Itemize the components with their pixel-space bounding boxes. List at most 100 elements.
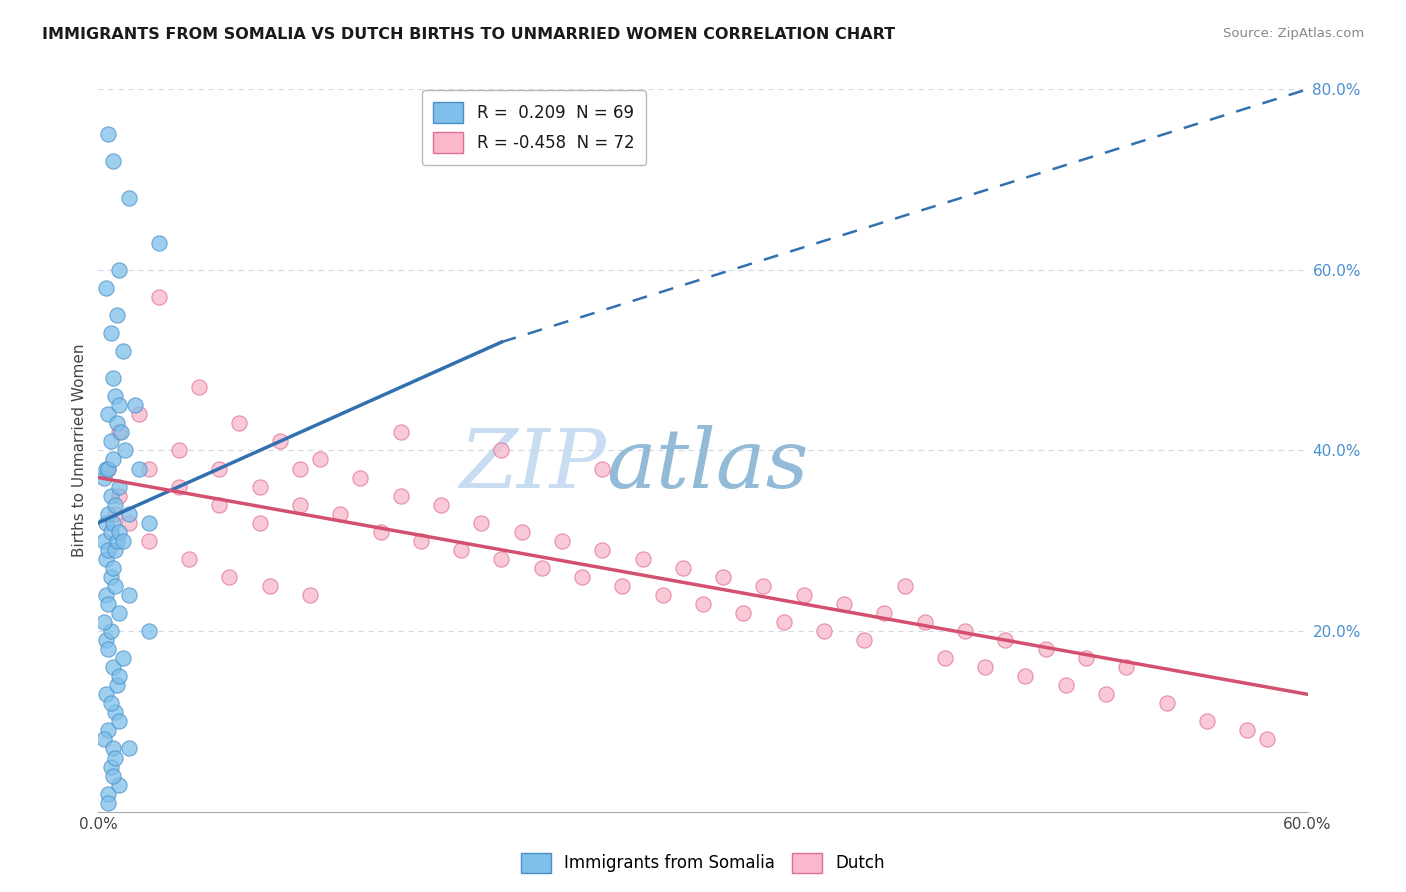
- Point: [124, 398, 146, 412]
- Point: [994, 633, 1017, 648]
- Legend: Immigrants from Somalia, Dutch: Immigrants from Somalia, Dutch: [515, 847, 891, 880]
- Point: [208, 498, 231, 512]
- Point: [118, 516, 141, 530]
- Point: [1095, 687, 1118, 701]
- Point: [105, 533, 128, 548]
- Point: [591, 542, 613, 557]
- Point: [110, 425, 132, 440]
- Point: [813, 624, 835, 639]
- Point: [1054, 678, 1077, 692]
- Point: [100, 624, 122, 639]
- Point: [974, 660, 997, 674]
- Point: [96, 551, 118, 566]
- Point: [107, 714, 129, 729]
- Point: [93, 615, 115, 629]
- Point: [873, 606, 896, 620]
- Point: [107, 524, 129, 539]
- Point: [101, 769, 124, 783]
- Point: [309, 452, 332, 467]
- Point: [100, 489, 122, 503]
- Point: [672, 561, 695, 575]
- Point: [148, 290, 170, 304]
- Point: [96, 687, 118, 701]
- Point: [249, 516, 271, 530]
- Point: [591, 461, 613, 475]
- Point: [612, 579, 634, 593]
- Point: [692, 597, 714, 611]
- Point: [100, 696, 122, 710]
- Point: [103, 389, 125, 403]
- Point: [128, 407, 150, 421]
- Point: [450, 542, 472, 557]
- Point: [111, 533, 134, 548]
- Point: [101, 516, 124, 530]
- Point: [631, 551, 654, 566]
- Point: [1115, 660, 1137, 674]
- Point: [114, 443, 136, 458]
- Text: ZIP: ZIP: [460, 425, 606, 505]
- Point: [105, 678, 128, 692]
- Point: [208, 461, 231, 475]
- Point: [96, 281, 118, 295]
- Point: [100, 434, 122, 449]
- Point: [288, 461, 311, 475]
- Point: [128, 461, 150, 475]
- Point: [832, 597, 855, 611]
- Text: IMMIGRANTS FROM SOMALIA VS DUTCH BIRTHS TO UNMARRIED WOMEN CORRELATION CHART: IMMIGRANTS FROM SOMALIA VS DUTCH BIRTHS …: [42, 27, 896, 42]
- Point: [103, 750, 125, 764]
- Point: [1195, 714, 1218, 729]
- Point: [711, 570, 734, 584]
- Point: [96, 588, 118, 602]
- Point: [111, 651, 134, 665]
- Point: [101, 154, 124, 169]
- Point: [101, 452, 124, 467]
- Point: [97, 542, 120, 557]
- Point: [288, 498, 311, 512]
- Point: [138, 516, 160, 530]
- Point: [97, 723, 120, 738]
- Point: [218, 570, 240, 584]
- Point: [97, 597, 120, 611]
- Point: [259, 579, 281, 593]
- Point: [100, 570, 122, 584]
- Point: [97, 642, 120, 657]
- Point: [269, 434, 291, 449]
- Text: atlas: atlas: [606, 425, 808, 505]
- Point: [934, 651, 956, 665]
- Point: [118, 191, 141, 205]
- Point: [107, 262, 129, 277]
- Point: [188, 380, 211, 394]
- Point: [111, 344, 134, 359]
- Point: [97, 507, 120, 521]
- Text: Source: ZipAtlas.com: Source: ZipAtlas.com: [1223, 27, 1364, 40]
- Point: [101, 561, 124, 575]
- Point: [530, 561, 553, 575]
- Point: [551, 533, 574, 548]
- Point: [733, 606, 755, 620]
- Point: [329, 507, 352, 521]
- Point: [1256, 732, 1278, 747]
- Point: [571, 570, 593, 584]
- Point: [107, 425, 129, 440]
- Point: [105, 417, 128, 431]
- Point: [1236, 723, 1258, 738]
- Point: [651, 588, 673, 602]
- Point: [409, 533, 432, 548]
- Point: [101, 741, 124, 756]
- Point: [793, 588, 815, 602]
- Point: [107, 669, 129, 683]
- Point: [107, 489, 129, 503]
- Point: [138, 533, 160, 548]
- Point: [1035, 642, 1057, 657]
- Point: [179, 551, 201, 566]
- Point: [93, 533, 115, 548]
- Point: [370, 524, 392, 539]
- Point: [470, 516, 492, 530]
- Point: [97, 407, 120, 421]
- Point: [118, 741, 141, 756]
- Point: [97, 796, 120, 810]
- Point: [772, 615, 794, 629]
- Point: [100, 524, 122, 539]
- Point: [103, 706, 125, 720]
- Point: [107, 398, 129, 412]
